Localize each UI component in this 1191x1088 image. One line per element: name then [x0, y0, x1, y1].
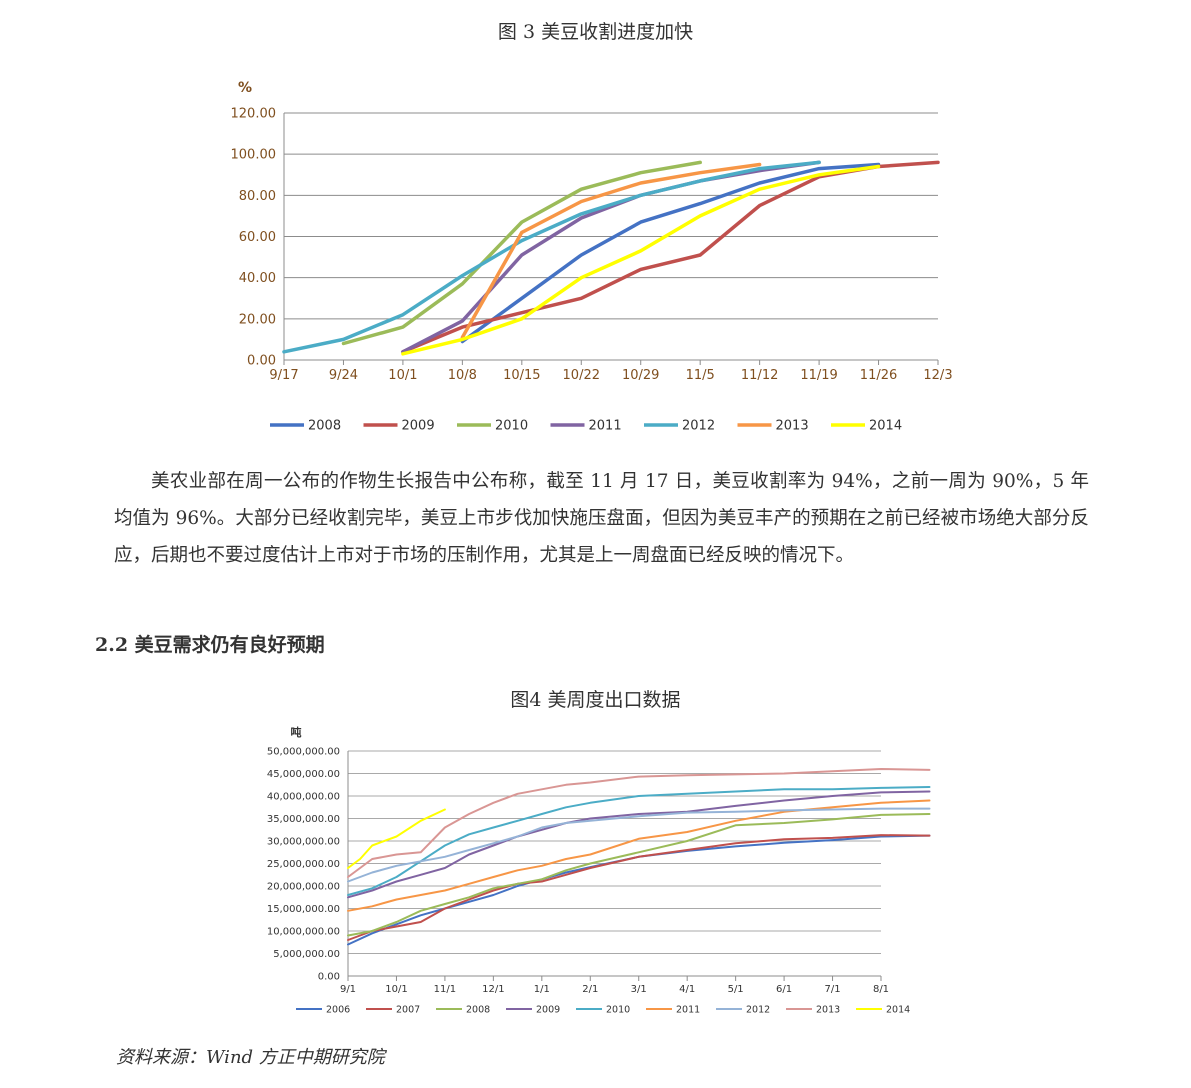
y-tick-label: 20.00 [239, 312, 276, 327]
series-line-2009 [347, 790, 931, 899]
x-tick-label: 11/5 [686, 368, 715, 383]
x-tick-label: 9/1 [340, 984, 356, 995]
y-tick-label: 45,000,000.00 [267, 769, 340, 780]
x-tick-label: 1/1 [534, 984, 550, 995]
legend-label-2013: 2013 [816, 1004, 840, 1015]
x-tick-label: 10/15 [503, 368, 540, 383]
y-tick-label: 0.00 [318, 972, 340, 983]
y-tick-label: 50,000,000.00 [267, 747, 340, 758]
x-tick-label: 11/1 [434, 984, 456, 995]
y-axis-label: % [238, 80, 252, 96]
x-tick-label: 4/1 [679, 984, 695, 995]
y-tick-label: 120.00 [231, 107, 277, 122]
x-tick-label: 2/1 [582, 984, 598, 995]
legend-label-2008: 2008 [308, 419, 341, 434]
x-tick-label: 11/19 [800, 368, 837, 383]
y-tick-label: 35,000,000.00 [267, 814, 340, 825]
y-tick-label: 80.00 [239, 189, 276, 204]
x-tick-label: 12/3 [923, 368, 952, 383]
x-tick-label: 9/24 [329, 368, 358, 383]
x-tick-label: 8/1 [873, 984, 889, 995]
legend-label-2006: 2006 [326, 1004, 350, 1015]
source-note: 资料来源：Wind 方正中期研究院 [116, 1047, 385, 1068]
x-tick-label: 10/29 [622, 368, 659, 383]
x-tick-label: 7/1 [824, 984, 840, 995]
series-line-2007 [347, 834, 931, 941]
figure-3-caption: 图 3 美豆收割进度加快 [497, 21, 694, 43]
series-line-2008 [347, 813, 931, 937]
x-tick-label: 10/1 [385, 984, 407, 995]
y-tick-label: 40.00 [239, 271, 276, 286]
series-line-2008 [460, 162, 881, 344]
legend-label-2011: 2011 [676, 1004, 700, 1015]
legend-label-2010: 2010 [606, 1004, 630, 1015]
legend-label-2010: 2010 [495, 419, 528, 434]
y-tick-label: 30,000,000.00 [267, 837, 340, 848]
legend-label-2013: 2013 [776, 419, 809, 434]
y-axis-label: 吨 [291, 725, 302, 739]
series-line-2014 [401, 164, 881, 356]
y-tick-label: 0.00 [247, 354, 276, 369]
legend-label-2009: 2009 [536, 1004, 560, 1015]
series-line-2012 [347, 807, 931, 883]
series-line-2013 [347, 768, 931, 878]
legend-label-2014: 2014 [869, 419, 902, 434]
x-tick-label: 10/22 [563, 368, 600, 383]
series-line-2012 [282, 160, 821, 354]
y-tick-label: 10,000,000.00 [267, 927, 340, 938]
y-tick-label: 60.00 [239, 230, 276, 245]
x-tick-label: 12/1 [482, 984, 504, 995]
series-line-2010 [341, 160, 702, 346]
legend-label-2012: 2012 [682, 419, 715, 434]
y-tick-label: 15,000,000.00 [267, 904, 340, 915]
x-tick-label: 9/17 [269, 368, 298, 383]
x-tick-label: 3/1 [631, 984, 647, 995]
x-tick-label: 10/1 [388, 368, 417, 383]
legend-label-2008: 2008 [466, 1004, 490, 1015]
legend-label-2011: 2011 [589, 419, 622, 434]
harvest-progress-chart: 0.00 20.00 40.00 60.00 80.00 100.00 120.00 9/17… [231, 80, 953, 434]
legend-label-2014: 2014 [886, 1004, 910, 1015]
figure-4-caption: 图4 美周度出口数据 [510, 689, 681, 711]
body-paragraph: 美农业部在周一公布的作物生长报告中公布称，截至 11 月 17 日，美豆收割率为… [114, 471, 1089, 566]
y-tick-label: 5,000,000.00 [273, 949, 340, 960]
legend-label-2012: 2012 [746, 1004, 770, 1015]
y-tick-label: 40,000,000.00 [267, 792, 340, 803]
y-tick-label: 100.00 [231, 148, 277, 163]
x-tick-label: 6/1 [776, 984, 792, 995]
x-tick-label: 5/1 [728, 984, 744, 995]
y-tick-label: 20,000,000.00 [267, 882, 340, 893]
legend-label-2009: 2009 [402, 419, 435, 434]
weekly-export-chart: 0.00 5,000,000.00 10,000,000.00 15,000,000.… [267, 725, 931, 1015]
series-line-2014 [347, 808, 446, 869]
x-tick-label: 11/12 [741, 368, 778, 383]
section-heading: 2.2 美豆需求仍有良好预期 [95, 634, 325, 656]
legend-label-2007: 2007 [396, 1004, 420, 1015]
y-tick-label: 25,000,000.00 [267, 859, 340, 870]
series-line-2013 [460, 162, 762, 340]
x-tick-label: 10/8 [448, 368, 477, 383]
series-line-2006 [347, 834, 931, 946]
x-tick-label: 11/26 [860, 368, 897, 383]
series-line-2010 [347, 786, 931, 896]
